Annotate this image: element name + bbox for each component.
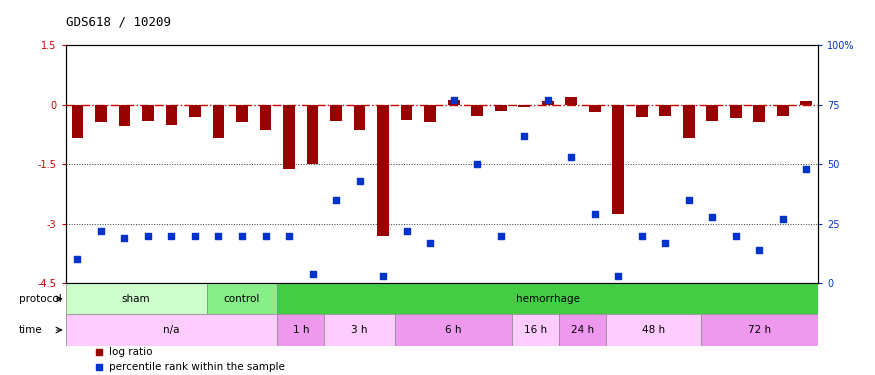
Bar bbox=[236, 105, 248, 123]
Text: hemorrhage: hemorrhage bbox=[515, 294, 580, 304]
Point bbox=[612, 273, 626, 279]
Text: 48 h: 48 h bbox=[642, 325, 665, 335]
Point bbox=[141, 232, 155, 238]
Bar bbox=[165, 105, 178, 125]
Bar bbox=[395, 314, 513, 346]
Point bbox=[235, 232, 249, 238]
Point bbox=[743, 180, 757, 186]
Bar bbox=[72, 105, 83, 138]
Text: sham: sham bbox=[122, 294, 150, 304]
Point bbox=[188, 232, 202, 238]
Bar bbox=[377, 105, 389, 236]
Bar bbox=[565, 98, 578, 105]
Bar bbox=[777, 105, 788, 116]
Bar bbox=[494, 105, 507, 111]
Point bbox=[634, 232, 648, 238]
Bar bbox=[448, 100, 459, 105]
Text: 24 h: 24 h bbox=[571, 325, 594, 335]
Point bbox=[376, 273, 390, 279]
Text: control: control bbox=[224, 294, 260, 304]
Point bbox=[743, 320, 757, 326]
Text: time: time bbox=[18, 325, 42, 335]
Text: n/a: n/a bbox=[164, 325, 179, 335]
Text: protocol: protocol bbox=[18, 294, 61, 304]
Text: 16 h: 16 h bbox=[524, 325, 548, 335]
Bar bbox=[636, 105, 648, 117]
Point bbox=[353, 178, 367, 184]
Bar bbox=[189, 105, 201, 117]
Bar bbox=[682, 105, 695, 138]
Point bbox=[400, 228, 414, 234]
Point bbox=[800, 166, 814, 172]
Point bbox=[776, 216, 790, 222]
Bar bbox=[518, 105, 530, 106]
Point bbox=[493, 232, 507, 238]
Bar bbox=[284, 105, 295, 169]
Bar bbox=[401, 105, 412, 120]
Bar bbox=[118, 105, 130, 126]
Point bbox=[164, 232, 178, 238]
Text: percentile rank within the sample: percentile rank within the sample bbox=[109, 362, 285, 372]
Bar bbox=[606, 314, 701, 346]
Point bbox=[517, 132, 531, 138]
Bar bbox=[354, 105, 366, 130]
Bar bbox=[660, 105, 671, 116]
Point bbox=[658, 240, 672, 246]
Bar bbox=[206, 283, 277, 314]
Bar bbox=[753, 105, 766, 123]
Point bbox=[94, 228, 108, 234]
Bar bbox=[801, 101, 812, 105]
Bar bbox=[730, 105, 742, 118]
Bar bbox=[325, 314, 395, 346]
Point bbox=[70, 256, 84, 262]
Text: 3 h: 3 h bbox=[352, 325, 367, 335]
Point bbox=[682, 197, 696, 203]
Point bbox=[752, 247, 766, 253]
Point bbox=[564, 154, 578, 160]
Point bbox=[588, 211, 602, 217]
Bar bbox=[330, 105, 342, 121]
Point bbox=[258, 232, 272, 238]
Point bbox=[470, 161, 484, 167]
Bar bbox=[424, 105, 436, 123]
Bar bbox=[277, 314, 325, 346]
Point bbox=[305, 271, 319, 277]
Bar bbox=[589, 105, 600, 112]
Bar bbox=[472, 105, 483, 116]
Bar bbox=[95, 105, 107, 123]
Text: 6 h: 6 h bbox=[445, 325, 462, 335]
Bar bbox=[66, 314, 277, 346]
Point bbox=[329, 197, 343, 203]
Bar bbox=[142, 105, 154, 121]
Text: 72 h: 72 h bbox=[748, 325, 771, 335]
Point bbox=[282, 232, 296, 238]
Bar bbox=[612, 105, 624, 214]
Bar bbox=[66, 283, 206, 314]
Bar bbox=[706, 105, 718, 121]
Bar bbox=[306, 105, 318, 164]
Point bbox=[117, 235, 131, 241]
Bar bbox=[701, 314, 818, 346]
Text: 1 h: 1 h bbox=[292, 325, 309, 335]
Bar bbox=[513, 314, 559, 346]
Point bbox=[424, 240, 438, 246]
Bar bbox=[277, 283, 818, 314]
Text: GDS618 / 10209: GDS618 / 10209 bbox=[66, 15, 171, 28]
Point bbox=[541, 97, 555, 103]
Bar bbox=[213, 105, 224, 138]
Text: log ratio: log ratio bbox=[109, 347, 153, 357]
Point bbox=[705, 213, 719, 219]
Bar bbox=[559, 314, 606, 346]
Bar bbox=[260, 105, 271, 130]
Point bbox=[729, 232, 743, 238]
Point bbox=[446, 97, 460, 103]
Bar bbox=[542, 101, 554, 105]
Point bbox=[212, 232, 226, 238]
